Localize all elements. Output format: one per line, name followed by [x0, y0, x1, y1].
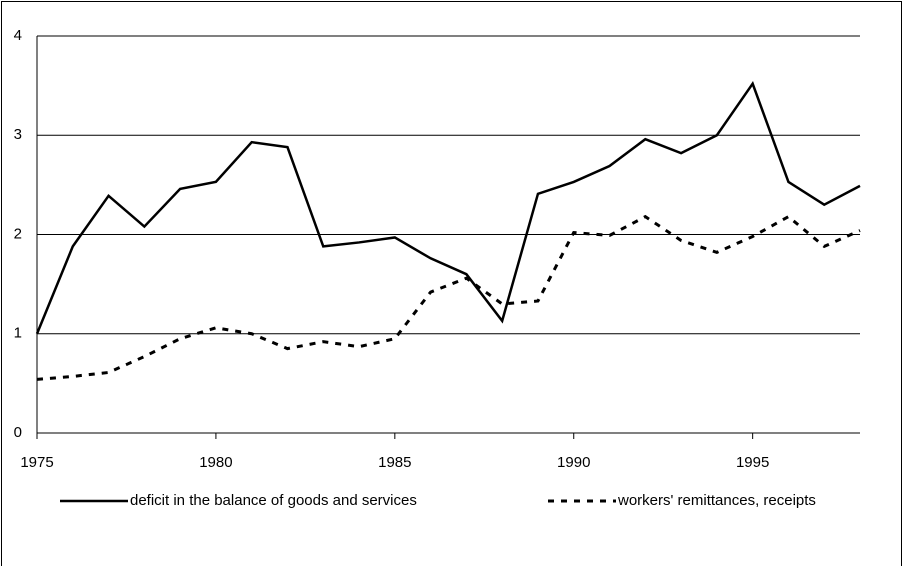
x-tick-label: 1985 [378, 454, 411, 471]
legend-label: deficit in the balance of goods and serv… [130, 492, 417, 509]
line-series [36, 214, 861, 381]
y-tick-label: 2 [14, 225, 22, 242]
y-tick-label: 3 [14, 126, 22, 143]
x-tick-label: 1980 [199, 454, 232, 471]
y-tick-label: 4 [14, 27, 22, 44]
x-tick-label: 1975 [20, 454, 53, 471]
y-tick-label: 1 [14, 325, 22, 342]
legend-label: workers' remittances, receipts [617, 492, 816, 509]
y-tick-label: 0 [14, 424, 22, 441]
x-tick-label: 1990 [557, 454, 590, 471]
line-series [35, 80, 861, 335]
x-tick-label: 1995 [736, 454, 769, 471]
